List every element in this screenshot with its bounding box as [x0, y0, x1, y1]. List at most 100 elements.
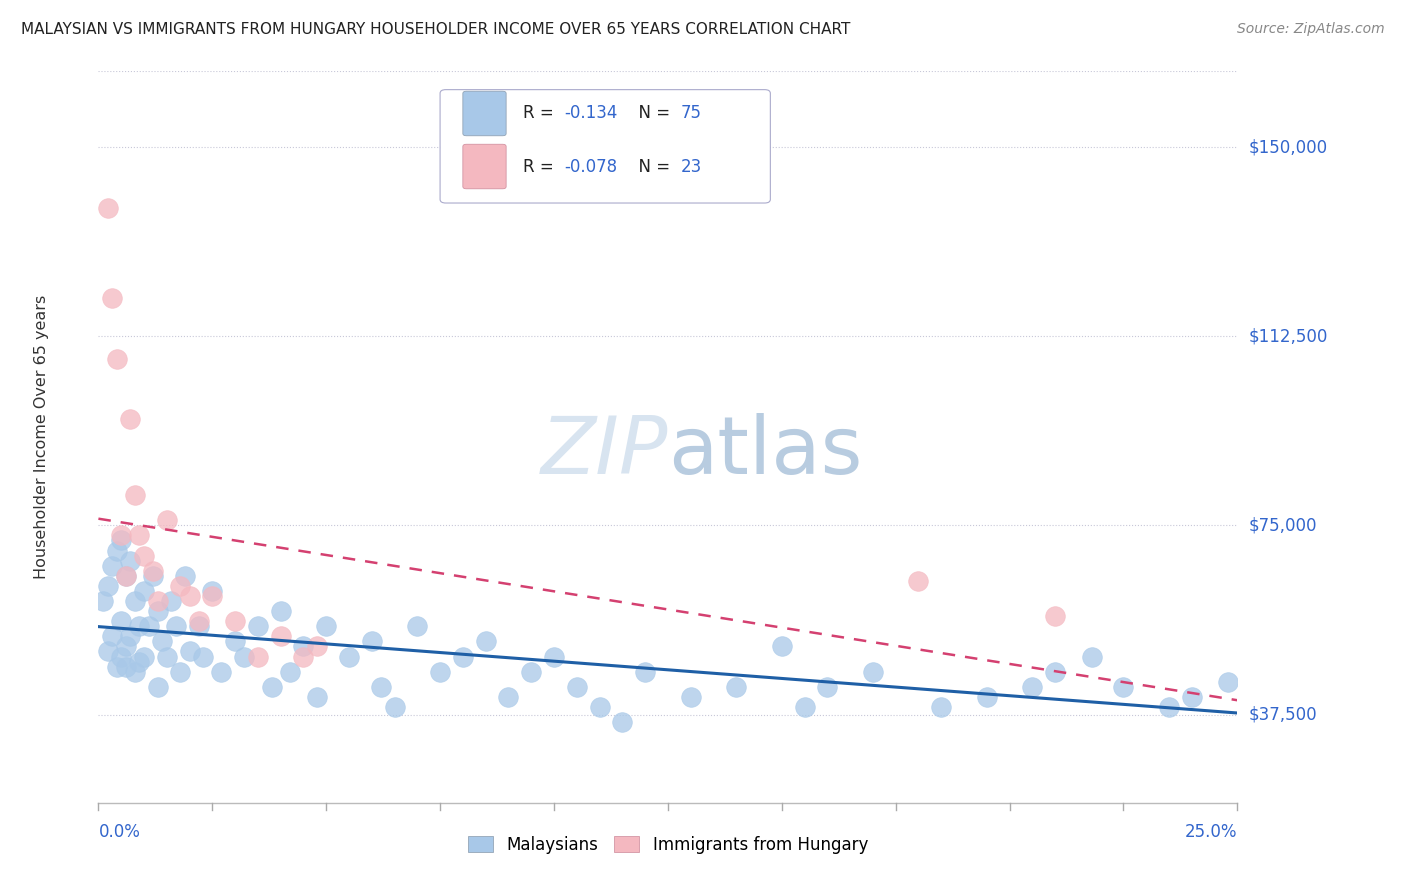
Point [1080, 649, 1102, 664]
Text: $112,500: $112,500 [1249, 327, 1327, 345]
Point [793, 700, 815, 714]
Point [179, 589, 201, 603]
Point [634, 665, 657, 679]
Point [105, 659, 128, 673]
Text: R =: R = [523, 104, 560, 122]
Point [360, 634, 382, 648]
Point [150, 634, 173, 648]
Point [169, 665, 191, 679]
Point [1043, 665, 1066, 679]
Point [142, 564, 165, 578]
Point [96, 201, 118, 215]
Text: N =: N = [628, 158, 675, 176]
Point [110, 533, 132, 548]
Point [174, 569, 197, 583]
Point [1181, 690, 1204, 704]
Point [193, 649, 215, 664]
Point [146, 680, 169, 694]
Point [1021, 680, 1043, 694]
Point [209, 665, 232, 679]
Point [474, 634, 496, 648]
Point [110, 649, 132, 664]
Point [128, 655, 150, 669]
Point [120, 554, 142, 568]
Point [862, 665, 884, 679]
Point [114, 659, 136, 673]
Point [105, 543, 128, 558]
Point [146, 604, 169, 618]
Text: $150,000: $150,000 [1249, 138, 1327, 156]
Point [1043, 609, 1066, 624]
Point [142, 569, 165, 583]
Point [160, 594, 183, 608]
Point [105, 351, 128, 366]
Point [270, 604, 292, 618]
Point [260, 680, 283, 694]
Text: -0.078: -0.078 [564, 158, 617, 176]
Point [520, 665, 543, 679]
Text: ZIP: ZIP [540, 413, 668, 491]
Text: 75: 75 [681, 104, 702, 122]
Point [976, 690, 998, 704]
Point [292, 649, 315, 664]
Point [543, 649, 565, 664]
Point [128, 619, 150, 633]
Point [307, 640, 329, 654]
Point [101, 291, 124, 305]
Point [124, 665, 146, 679]
Point [114, 640, 136, 654]
Text: 23: 23 [681, 158, 702, 176]
Point [1112, 680, 1135, 694]
Text: 0.0%: 0.0% [98, 823, 141, 841]
Text: Source: ZipAtlas.com: Source: ZipAtlas.com [1237, 22, 1385, 37]
Point [110, 614, 132, 628]
Point [907, 574, 929, 588]
Point [337, 649, 360, 664]
Point [120, 412, 142, 426]
Point [429, 665, 451, 679]
Point [224, 614, 246, 628]
Point [929, 700, 952, 714]
Point [132, 583, 155, 598]
Point [132, 649, 155, 664]
Point [224, 634, 246, 648]
Point [187, 614, 209, 628]
Point [165, 619, 187, 633]
Text: Householder Income Over 65 years: Householder Income Over 65 years [34, 295, 49, 579]
Text: atlas: atlas [668, 413, 862, 491]
Point [169, 579, 191, 593]
Text: $75,000: $75,000 [1249, 516, 1317, 534]
Point [370, 680, 392, 694]
Point [101, 629, 124, 643]
Point [725, 680, 748, 694]
Point [101, 558, 124, 573]
Point [406, 619, 429, 633]
Point [110, 528, 132, 542]
Text: MALAYSIAN VS IMMIGRANTS FROM HUNGARY HOUSEHOLDER INCOME OVER 65 YEARS CORRELATIO: MALAYSIAN VS IMMIGRANTS FROM HUNGARY HOU… [21, 22, 851, 37]
Point [156, 649, 179, 664]
Point [1218, 674, 1240, 689]
Legend: Malaysians, Immigrants from Hungary: Malaysians, Immigrants from Hungary [461, 829, 875, 860]
Text: 25.0%: 25.0% [1185, 823, 1237, 841]
Text: N =: N = [628, 104, 675, 122]
Point [156, 513, 179, 527]
FancyBboxPatch shape [463, 91, 506, 136]
Point [815, 680, 838, 694]
Point [114, 569, 136, 583]
Point [138, 619, 160, 633]
Point [120, 629, 142, 643]
Point [384, 700, 406, 714]
FancyBboxPatch shape [463, 145, 506, 189]
Point [91, 594, 114, 608]
Point [246, 649, 269, 664]
FancyBboxPatch shape [440, 90, 770, 203]
Point [565, 680, 588, 694]
Point [233, 649, 256, 664]
Point [124, 594, 146, 608]
Point [201, 589, 224, 603]
Point [201, 583, 224, 598]
Point [128, 528, 150, 542]
Point [132, 549, 155, 563]
Point [679, 690, 702, 704]
Point [498, 690, 520, 704]
